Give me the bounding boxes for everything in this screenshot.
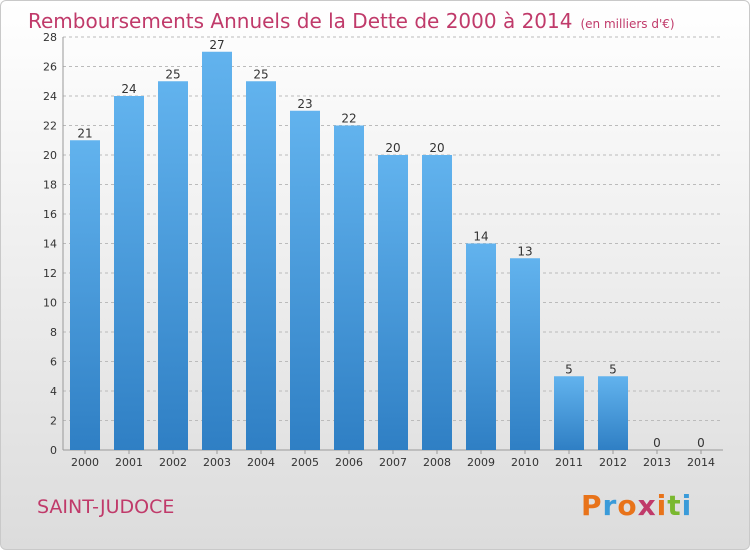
- logo-letter: x: [637, 489, 657, 522]
- y-tick-label: 12: [43, 267, 57, 280]
- title-unit: (en milliers d'€): [580, 17, 675, 31]
- x-tick-label-2009: 2009: [467, 456, 495, 469]
- data-label-2008: 20: [429, 141, 444, 155]
- y-tick-label: 20: [43, 149, 57, 162]
- x-tick-label-2006: 2006: [335, 456, 363, 469]
- data-label-2004: 25: [253, 67, 268, 81]
- y-tick-label: 2: [50, 415, 57, 428]
- x-tick-label-2013: 2013: [643, 456, 671, 469]
- x-tick-label-2004: 2004: [247, 456, 275, 469]
- x-tick-label-2011: 2011: [555, 456, 583, 469]
- y-tick-label: 16: [43, 208, 57, 221]
- x-tick-label-2005: 2005: [291, 456, 319, 469]
- bar-2008: [422, 155, 452, 450]
- x-tick-label-2002: 2002: [159, 456, 187, 469]
- data-label-2006: 22: [341, 112, 356, 126]
- data-label-2012: 5: [609, 362, 617, 376]
- data-label-2009: 14: [473, 230, 488, 244]
- y-tick-label: 10: [43, 297, 57, 310]
- logo-letter: P: [581, 489, 603, 522]
- bar-2000: [70, 140, 100, 450]
- x-tick-label-2000: 2000: [71, 456, 99, 469]
- y-tick-label: 6: [50, 356, 57, 369]
- x-tick-label-2007: 2007: [379, 456, 407, 469]
- commune-name: SAINT-JUDOCE: [37, 496, 175, 518]
- logo-letter: i: [681, 489, 693, 522]
- y-tick-label: 8: [50, 326, 57, 339]
- y-tick-label: 26: [43, 61, 57, 74]
- y-tick-label: 0: [50, 444, 57, 457]
- bar-2005: [290, 110, 320, 450]
- bar-2009: [466, 243, 496, 450]
- logo-letter: i: [656, 489, 668, 522]
- y-tick-label: 18: [43, 179, 57, 192]
- data-label-2007: 20: [385, 141, 400, 155]
- title-text: Remboursements Annuels de la Dette de 20…: [28, 9, 573, 33]
- x-tick-label-2014: 2014: [687, 456, 715, 469]
- logo-letter: o: [617, 489, 638, 522]
- data-label-2013: 0: [653, 436, 661, 450]
- y-tick-label: 28: [43, 31, 57, 44]
- data-label-2010: 13: [517, 244, 532, 258]
- data-label-2005: 23: [297, 97, 312, 111]
- logo-letter: t: [667, 489, 682, 522]
- y-tick-label: 4: [50, 385, 57, 398]
- y-tick-label: 22: [43, 120, 57, 133]
- data-label-2000: 21: [77, 126, 92, 140]
- logo-letter: r: [602, 489, 618, 522]
- proxiti-logo: Proxiti: [581, 489, 692, 522]
- y-tick-label: 24: [43, 90, 57, 103]
- data-label-2014: 0: [697, 436, 705, 450]
- data-label-2001: 24: [121, 82, 136, 96]
- x-tick-label-2008: 2008: [423, 456, 451, 469]
- bar-2006: [334, 125, 364, 450]
- bar-2010: [510, 258, 540, 450]
- bar-2012: [598, 376, 628, 450]
- x-tick-label-2010: 2010: [511, 456, 539, 469]
- y-tick-label: 14: [43, 238, 57, 251]
- bar-2007: [378, 155, 408, 450]
- data-label-2011: 5: [565, 362, 573, 376]
- bar-2001: [114, 96, 144, 450]
- x-tick-label-2012: 2012: [599, 456, 627, 469]
- bar-2002: [158, 81, 188, 450]
- bar-2003: [202, 51, 232, 450]
- data-label-2002: 25: [165, 67, 180, 81]
- bar-2011: [554, 376, 584, 450]
- x-tick-label-2003: 2003: [203, 456, 231, 469]
- bar-2004: [246, 81, 276, 450]
- data-label-2003: 27: [209, 38, 224, 52]
- chart-title: Remboursements Annuels de la Dette de 20…: [28, 9, 675, 33]
- x-tick-label-2001: 2001: [115, 456, 143, 469]
